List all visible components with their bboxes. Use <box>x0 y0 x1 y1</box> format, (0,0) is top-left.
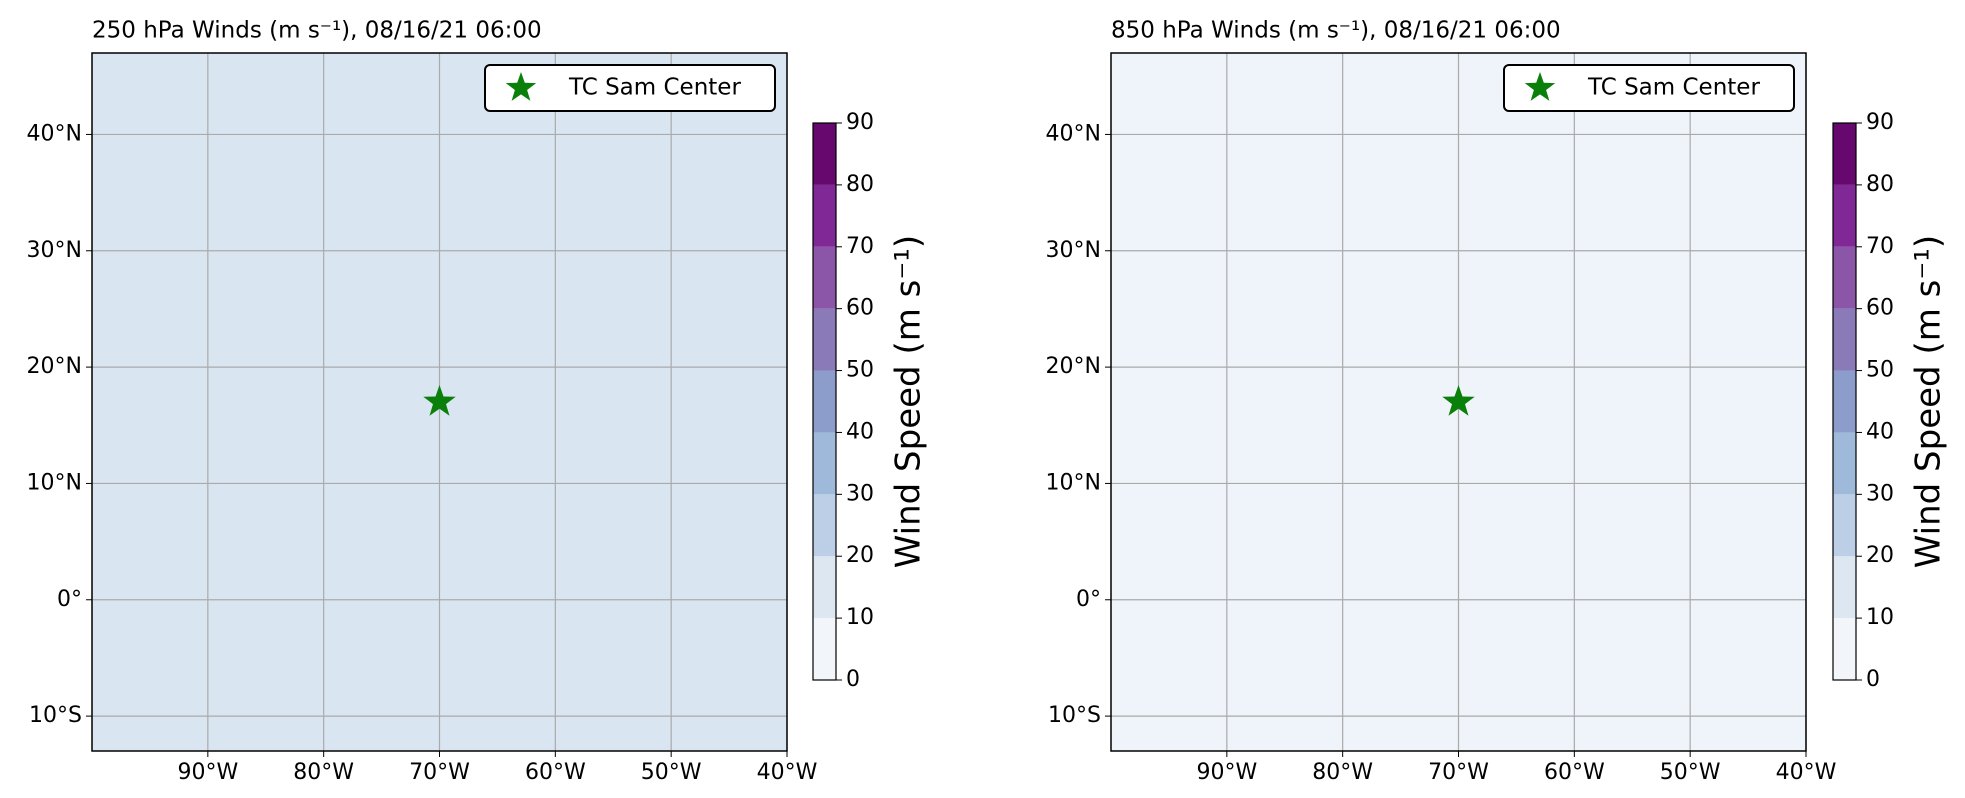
x-tick-label: 90°W <box>1196 760 1257 785</box>
x-tick-label: 60°W <box>1544 760 1605 785</box>
colorbar-segment <box>1833 618 1856 680</box>
x-tick-label: 40°W <box>1776 760 1837 785</box>
y-tick-label: 40°N <box>1046 121 1101 146</box>
storm-center-marker <box>423 385 456 416</box>
y-tick-label: 10°N <box>27 470 82 495</box>
colorbar-tick-label: 80 <box>846 172 874 197</box>
colorbar-tick-label: 70 <box>846 234 874 259</box>
colorbar-frame <box>812 122 837 681</box>
y-tick-label: 10°N <box>1046 470 1101 495</box>
y-tick-label: 20°N <box>27 354 82 379</box>
colorbar-segment <box>813 556 836 619</box>
colorbar-tick-label: 0 <box>846 667 860 692</box>
colorbar-segment <box>1833 556 1856 619</box>
colorbar-tick-label: 70 <box>1866 234 1894 259</box>
colorbar-tick-label: 20 <box>1866 543 1894 568</box>
legend-label: TC Sam Center <box>1587 75 1760 101</box>
colorbar-tick-label: 40 <box>846 419 874 444</box>
y-tick-label: 10°S <box>29 703 82 728</box>
colorbar-tick-label: 80 <box>1866 172 1894 197</box>
colorbar-tick-label: 20 <box>846 543 874 568</box>
colorbar-segment <box>1833 494 1856 557</box>
colorbar-tick-label: 10 <box>1866 605 1894 630</box>
colorbar-segment <box>1833 123 1856 185</box>
colorbar-segment <box>1833 432 1856 495</box>
y-tick-label: 0° <box>1076 587 1101 612</box>
colorbar-tick-label: 50 <box>1866 358 1894 383</box>
y-tick-label: 20°N <box>1046 354 1101 379</box>
colorbar-segment <box>813 618 836 680</box>
colorbar-tick-label: 50 <box>846 358 874 383</box>
colorbar-frame <box>1832 122 1857 681</box>
x-tick-label: 80°W <box>293 760 354 785</box>
colorbar-segment <box>813 184 836 247</box>
storm-center-marker <box>1442 385 1475 416</box>
colorbar-tick-label: 90 <box>1866 110 1894 135</box>
colorbar-segment <box>813 123 836 185</box>
panel-title: 850 hPa Winds (m s⁻¹), 08/16/21 06:00 <box>1111 18 1561 44</box>
x-tick-label: 80°W <box>1312 760 1373 785</box>
colorbar-tick-label: 30 <box>846 481 874 506</box>
map-frame <box>1110 52 1807 752</box>
legend-marker <box>505 72 537 101</box>
colorbar-segment <box>813 494 836 557</box>
colorbar-label: Wind Speed (m s⁻¹) <box>889 235 929 568</box>
legend-box <box>484 64 776 112</box>
colorbar-tick-label: 90 <box>846 110 874 135</box>
x-tick-label: 40°W <box>757 760 818 785</box>
x-tick-label: 70°W <box>409 760 470 785</box>
x-tick-label: 50°W <box>1660 760 1721 785</box>
colorbar-tick-label: 10 <box>846 605 874 630</box>
x-tick-label: 90°W <box>177 760 238 785</box>
x-tick-label: 50°W <box>641 760 702 785</box>
colorbar-tick-label: 60 <box>846 296 874 321</box>
colorbar-segment <box>1833 308 1856 371</box>
colorbar-segment <box>813 432 836 495</box>
y-tick-label: 0° <box>57 587 82 612</box>
panel-title: 250 hPa Winds (m s⁻¹), 08/16/21 06:00 <box>92 18 542 44</box>
colorbar-segment <box>1833 246 1856 309</box>
y-tick-label: 40°N <box>27 121 82 146</box>
x-tick-label: 70°W <box>1428 760 1489 785</box>
colorbar-segment <box>1833 370 1856 433</box>
colorbar-tick-label: 30 <box>1866 481 1894 506</box>
x-tick-label: 60°W <box>525 760 586 785</box>
y-tick-label: 10°S <box>1048 703 1101 728</box>
y-tick-label: 30°N <box>27 238 82 263</box>
colorbar-segment <box>813 246 836 309</box>
map-frame <box>91 52 788 752</box>
colorbar-segment <box>1833 184 1856 247</box>
colorbar-tick-label: 0 <box>1866 667 1880 692</box>
colorbar-tick-label: 40 <box>1866 419 1894 444</box>
legend-marker <box>1524 72 1556 101</box>
colorbar-label: Wind Speed (m s⁻¹) <box>1909 235 1949 568</box>
y-tick-label: 30°N <box>1046 238 1101 263</box>
legend-box <box>1503 64 1795 112</box>
colorbar-segment <box>813 370 836 433</box>
colorbar-tick-label: 60 <box>1866 296 1894 321</box>
colorbar-segment <box>813 308 836 371</box>
legend-label: TC Sam Center <box>568 75 741 101</box>
